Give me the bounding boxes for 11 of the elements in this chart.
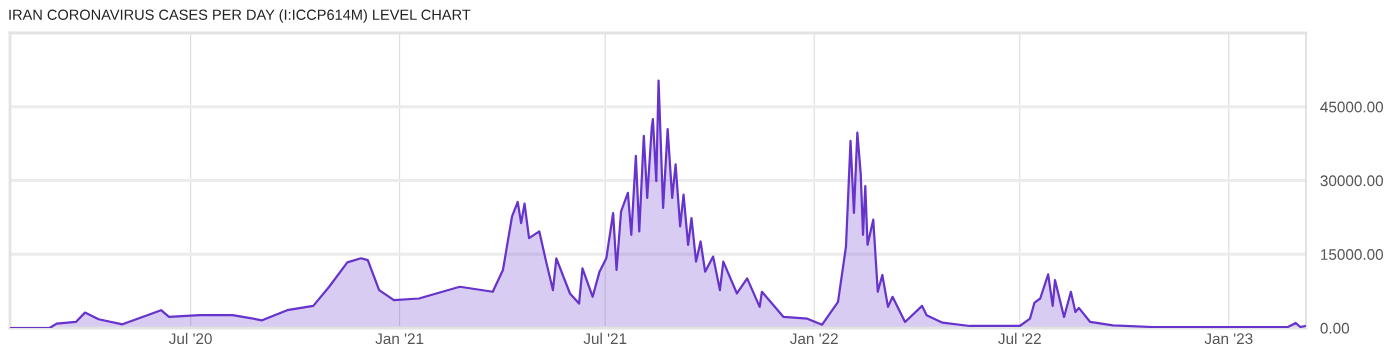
x-tick-label: Jan '21: [375, 333, 424, 345]
x-tick-label: Jan '22: [790, 333, 838, 345]
y-tick-label: 45000.00: [1320, 101, 1384, 113]
x-tick-label: Jul '20: [169, 332, 212, 345]
x-tick-label: Jan '23: [1204, 333, 1253, 345]
y-tick-label: 30000.00: [1320, 175, 1384, 187]
y-tick-label: 15000.00: [1321, 249, 1384, 260]
x-tick-label: Jul '21: [583, 332, 627, 345]
y-tick-label: 0.00: [1320, 322, 1350, 334]
chart-title: IRAN CORONAVIRUS CASES PER DAY (I:ICCP614M) LEVEL CHART: [9, 9, 471, 23]
x-tick-label: Jul '22: [998, 332, 1041, 345]
